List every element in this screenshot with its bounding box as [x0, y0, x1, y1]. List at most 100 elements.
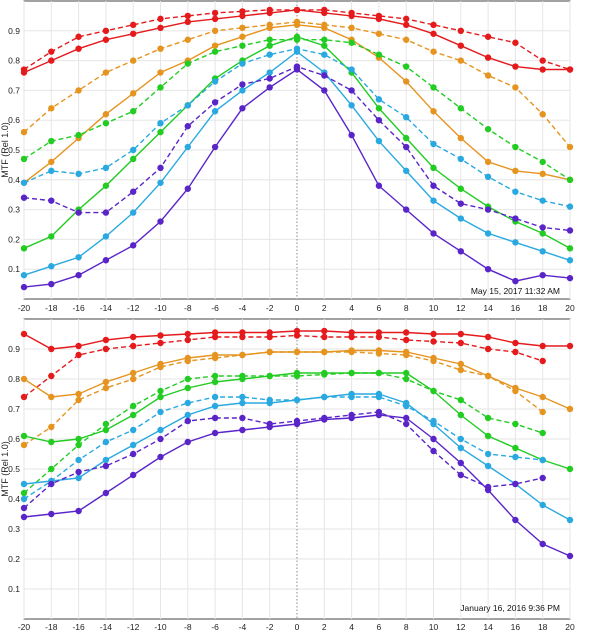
- x-tick-label: 0: [295, 622, 300, 632]
- y-tick-label: 0.3: [8, 205, 20, 215]
- data-point: [184, 375, 191, 383]
- data-point: [403, 420, 410, 428]
- data-point: [239, 42, 246, 49]
- data-point: [539, 230, 546, 237]
- data-point: [20, 194, 28, 201]
- data-point: [75, 131, 82, 139]
- data-point: [130, 155, 137, 163]
- data-point: [266, 329, 273, 336]
- data-point: [484, 333, 492, 341]
- data-point: [403, 63, 410, 70]
- data-point: [102, 111, 110, 118]
- y-tick-label: 0.3: [8, 524, 20, 534]
- data-point: [239, 8, 246, 15]
- data-point: [48, 480, 55, 488]
- data-point: [348, 39, 355, 46]
- data-point: [211, 99, 219, 106]
- data-point: [130, 242, 137, 249]
- data-point: [157, 387, 164, 395]
- x-tick-label: -6: [211, 303, 219, 313]
- x-tick-label: 2: [322, 303, 327, 313]
- data-point: [211, 78, 219, 85]
- data-point: [539, 57, 546, 64]
- x-tick-label: -18: [45, 303, 58, 313]
- data-point: [457, 248, 464, 255]
- data-point: [48, 167, 55, 175]
- data-point: [403, 167, 410, 175]
- data-point: [403, 329, 410, 336]
- data-point: [512, 167, 519, 175]
- data-point: [239, 414, 246, 422]
- x-tick-label: 4: [349, 303, 354, 313]
- data-point: [130, 333, 137, 341]
- y-tick-label: 0.7: [8, 404, 20, 414]
- data-point: [75, 351, 82, 359]
- data-point: [566, 143, 574, 151]
- data-point: [321, 36, 328, 43]
- data-point: [348, 131, 355, 139]
- data-point: [48, 48, 55, 55]
- data-point: [211, 42, 219, 49]
- x-tick-label: -12: [127, 303, 140, 313]
- data-point: [157, 332, 164, 339]
- series-4: [20, 18, 574, 151]
- data-point: [157, 164, 164, 172]
- data-point: [211, 429, 219, 437]
- data-point: [375, 182, 383, 189]
- data-point: [20, 441, 28, 449]
- data-point: [266, 69, 273, 76]
- data-point: [102, 378, 110, 386]
- data-point: [184, 336, 191, 344]
- x-tick-label: -16: [72, 622, 85, 632]
- data-point: [430, 357, 437, 365]
- x-tick-label: 8: [404, 303, 409, 313]
- data-point: [75, 396, 82, 404]
- data-point: [512, 239, 519, 246]
- data-point: [403, 206, 410, 213]
- data-point: [48, 263, 55, 270]
- data-point: [512, 453, 519, 461]
- data-point: [130, 426, 137, 434]
- data-point: [130, 30, 137, 37]
- data-point: [20, 375, 28, 383]
- data-point: [430, 108, 437, 115]
- data-point: [375, 137, 383, 145]
- data-point: [321, 51, 328, 58]
- data-point: [457, 215, 464, 222]
- data-point: [539, 474, 546, 482]
- data-point: [484, 173, 492, 181]
- data-point: [457, 185, 464, 192]
- data-point: [266, 36, 273, 43]
- data-point: [457, 42, 464, 49]
- data-point: [211, 393, 219, 401]
- data-point: [484, 345, 492, 353]
- data-point: [293, 18, 301, 26]
- data-point: [566, 66, 574, 73]
- data-point: [184, 18, 191, 26]
- data-point: [184, 357, 191, 365]
- data-point: [512, 84, 519, 91]
- series-line: [23, 396, 543, 500]
- data-point: [20, 432, 28, 440]
- data-point: [512, 143, 519, 151]
- data-point: [457, 27, 464, 34]
- data-point: [130, 411, 137, 419]
- data-point: [102, 182, 110, 189]
- y-tick-label: 0.5: [8, 464, 20, 474]
- data-point: [321, 348, 328, 356]
- data-point: [75, 435, 82, 443]
- series-line: [23, 372, 543, 494]
- data-point: [566, 257, 574, 264]
- data-point: [457, 471, 464, 479]
- data-point: [430, 230, 437, 237]
- x-tick-label: -18: [45, 622, 58, 632]
- data-point: [403, 36, 410, 43]
- data-point: [403, 15, 410, 23]
- data-point: [539, 357, 546, 365]
- data-point: [239, 399, 246, 407]
- data-point: [184, 12, 191, 20]
- data-point: [239, 372, 246, 380]
- data-point: [430, 338, 437, 345]
- data-point: [484, 450, 492, 458]
- data-point: [403, 414, 410, 422]
